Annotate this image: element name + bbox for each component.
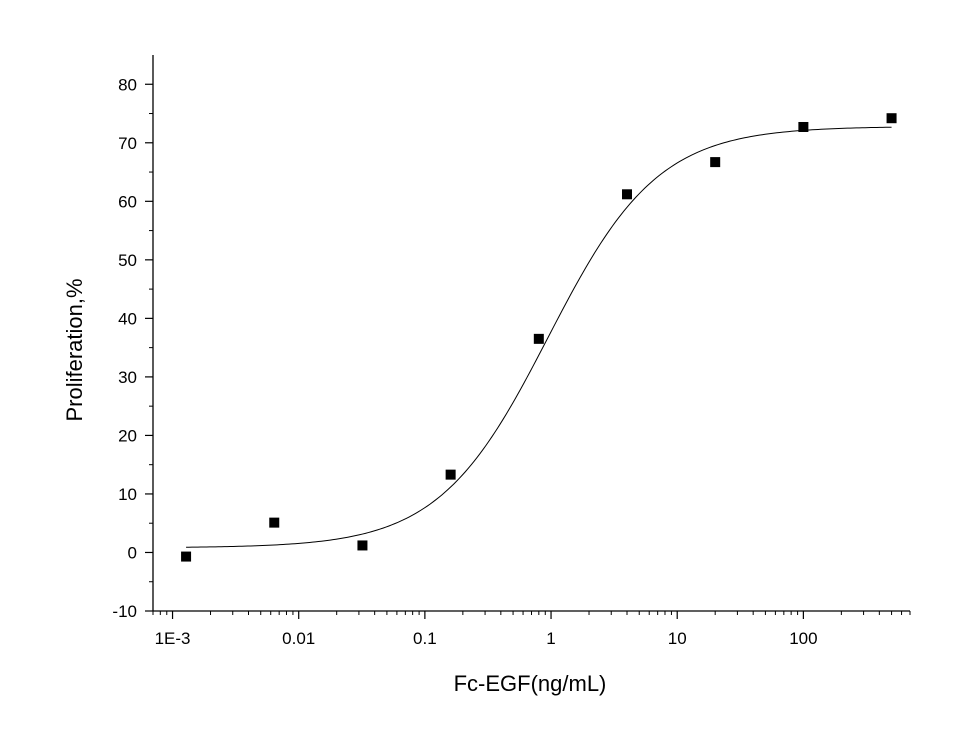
- x-tick-label: 1E-3: [155, 629, 191, 648]
- y-tick-label: 60: [118, 192, 137, 211]
- y-tick-label: 80: [118, 75, 137, 94]
- data-point: [357, 540, 368, 551]
- data-point: [622, 189, 633, 200]
- x-tick-label: 10: [668, 629, 687, 648]
- data-point: [181, 551, 192, 562]
- y-axis-title: Proliferation,%: [62, 278, 87, 421]
- y-tick-label: 20: [118, 426, 137, 445]
- data-point: [886, 113, 897, 124]
- data-points-layer: [181, 113, 897, 562]
- data-point: [269, 517, 280, 528]
- data-point: [533, 333, 544, 344]
- y-tick-label: 70: [118, 134, 137, 153]
- y-tick-label: 0: [128, 543, 137, 562]
- axes: -10 0 10 20 30 40 50 60 70 80 1E-3 0.01 0.1 1 10 100: [112, 55, 911, 648]
- y-tick-label: 30: [118, 368, 137, 387]
- x-tick-label: 1: [546, 629, 555, 648]
- data-point: [798, 121, 809, 132]
- x-tick-label: 0.01: [282, 629, 315, 648]
- data-point: [445, 469, 456, 480]
- fit-curve-layer: [186, 126, 892, 548]
- fit-curve: [186, 126, 892, 548]
- y-tick-label: 50: [118, 251, 137, 270]
- y-tick-label: 40: [118, 309, 137, 328]
- y-tick-label: 10: [118, 485, 137, 504]
- x-tick-label: 100: [789, 629, 817, 648]
- data-point: [710, 157, 721, 168]
- x-tick-label: 0.1: [413, 629, 437, 648]
- y-tick-label: -10: [112, 602, 137, 621]
- x-axis-title: Fc-EGF(ng/mL): [454, 671, 607, 696]
